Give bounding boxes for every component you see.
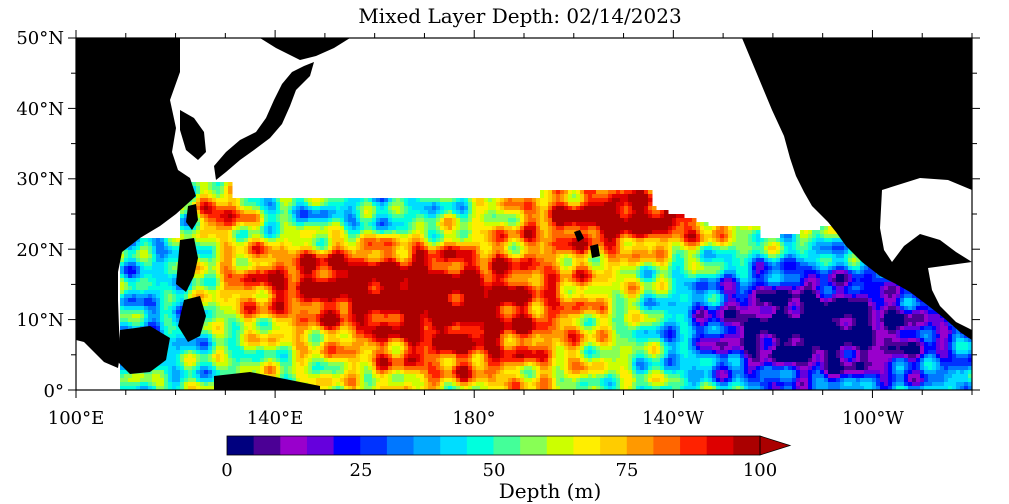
colorbar-tick-100: 100 — [743, 460, 777, 481]
colorbar-swatches — [226, 435, 792, 456]
colorbar-swatch — [546, 436, 574, 455]
lat-label-10n: 10°N — [16, 310, 64, 331]
lon-label-140w: 140°W — [642, 408, 704, 429]
colorbar-swatch — [653, 436, 681, 455]
longitude-axis: 100°E 140°E 180° 140°W 100°W — [48, 408, 905, 429]
land-hawaii — [574, 230, 600, 258]
colorbar-swatch — [413, 436, 441, 455]
gulf-of-mexico — [880, 178, 972, 262]
land-korea — [180, 110, 206, 160]
colorbar-frame — [226, 435, 761, 456]
colorbar-swatch — [706, 436, 734, 455]
colorbar-swatch — [253, 436, 281, 455]
colorbar-swatch — [573, 436, 601, 455]
axis-ticks — [68, 30, 980, 398]
colorbar-swatch — [466, 436, 494, 455]
colorbar-tick-25: 25 — [350, 460, 373, 481]
colorbar-swatch — [333, 436, 361, 455]
atlantic-gulf-water — [880, 178, 972, 330]
lat-label-50n: 50°N — [16, 28, 64, 49]
colorbar-extend-arrow — [759, 435, 792, 456]
colorbar-swatch — [680, 436, 708, 455]
colorbar-swatch — [733, 436, 761, 455]
lat-label-20n: 20°N — [16, 240, 64, 261]
land-new-guinea — [214, 372, 320, 390]
land-philippines-south — [178, 296, 206, 342]
colorbar-label: Depth (m) — [499, 479, 602, 503]
caribbean-sea — [928, 262, 972, 330]
colorbar-swatch — [600, 436, 628, 455]
land-north-america — [742, 38, 972, 340]
colorbar-swatch — [626, 436, 654, 455]
lat-label-30n: 30°N — [16, 169, 64, 190]
lon-label-140e: 140°E — [247, 408, 304, 429]
lat-label-0: 0° — [44, 381, 64, 402]
colorbar-swatch — [386, 436, 414, 455]
colorbar-swatch — [440, 436, 468, 455]
lon-label-100w: 100°W — [842, 408, 904, 429]
colorbar-tick-0: 0 — [221, 460, 232, 481]
colorbar: 0 25 50 75 100 Depth (m) — [221, 435, 792, 503]
map-title: Mixed Layer Depth: 02/14/2023 — [358, 4, 681, 28]
colorbar-swatch — [520, 436, 548, 455]
colorbar-swatch — [306, 436, 334, 455]
colorbar-tick-50: 50 — [483, 460, 506, 481]
land-mask — [76, 38, 972, 390]
map-panel — [68, 30, 980, 398]
lat-label-40n: 40°N — [16, 99, 64, 120]
colorbar-tick-75: 75 — [616, 460, 639, 481]
lon-label-100e: 100°E — [48, 408, 105, 429]
latitude-axis: 0° 10°N 20°N 30°N 40°N 50°N — [16, 28, 64, 402]
land-japan — [214, 62, 314, 180]
colorbar-swatch — [227, 436, 255, 455]
colorbar-swatch — [360, 436, 388, 455]
land-sakhalin-kamchatka — [260, 38, 350, 60]
land-asia-mainland — [76, 38, 196, 368]
lon-label-180: 180° — [452, 408, 495, 429]
colorbar-swatch — [280, 436, 308, 455]
land-taiwan — [186, 204, 198, 230]
land-philippines-north — [176, 238, 198, 292]
colorbar-swatch — [493, 436, 521, 455]
land-borneo — [118, 326, 170, 374]
